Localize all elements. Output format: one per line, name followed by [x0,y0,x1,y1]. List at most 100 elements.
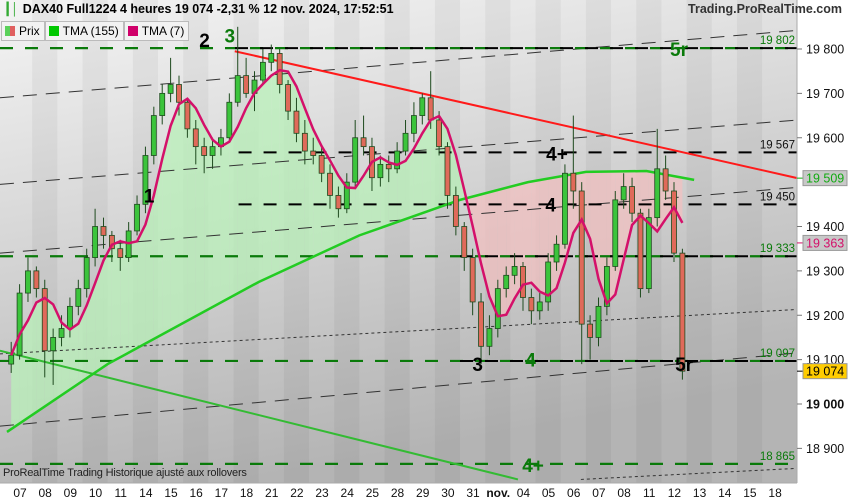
chart-header: ┃│ DAX40 Full1224 4 heures 19 074 -2,31 … [4,2,394,16]
bullish-fill [271,70,280,277]
price-tag-label: 19 363 [806,236,844,250]
candle-up [654,168,661,219]
bullish-fill [212,139,221,308]
x-tick-label: 31 [466,486,480,500]
tma7-line [10,68,684,356]
legend-label: TMA (155) [62,24,119,38]
candle-down [385,163,392,170]
candle-up [553,243,560,263]
candle-up [226,101,233,139]
level-label: 19 802 [760,35,795,47]
elliott-wave-label: 3 [224,27,235,48]
candle-up [645,217,652,290]
candle-down [243,75,250,94]
legend-label: Prix [19,24,40,38]
y-tick-label: 19 300 [806,264,844,278]
candle-up [8,354,15,365]
candle-down [108,234,115,250]
x-tick-label: 15 [164,486,178,500]
bullish-fill [254,84,263,285]
elliott-wave-label: 5r [670,40,689,61]
candle-up [411,115,417,134]
candle-down [679,252,686,372]
candle-up [402,132,409,152]
bullish-fill [220,141,230,303]
bullish-fill [178,98,188,326]
candle-up [545,261,552,303]
day-stripe [686,0,712,483]
bullish-fill [388,162,398,226]
bearish-fill [531,180,540,292]
candle-up [25,270,31,294]
channel-line [0,29,797,99]
level-label: 18 865 [760,451,795,463]
bullish-fill [204,124,213,312]
x-tick-label: 25 [366,486,380,500]
candle-up [159,92,166,116]
chart-title: DAX40 Full1224 4 heures 19 074 -2,31 % 1… [22,2,394,16]
bearish-fill [640,171,649,224]
price-tag-label: 19 509 [806,172,844,186]
date-axis[interactable] [0,483,850,500]
candle-up [167,84,174,94]
dotted-line [580,467,797,480]
x-tick-label: 17 [215,486,229,500]
bullish-fill [246,92,255,289]
candle-down [520,266,526,298]
legend-item-tma7[interactable]: TMA (7) [123,21,190,41]
candle-up [419,97,426,116]
candle-up [134,203,140,232]
candle-up [83,257,90,290]
tma155-swatch [48,26,59,36]
bearish-fill [522,181,532,285]
bullish-fill [78,305,87,384]
x-tick-label: 28 [391,486,405,500]
candle-down [578,190,585,325]
candle-up [394,150,401,170]
price-tag-label: 19 074 [806,365,844,379]
legend-label: TMA (7) [141,24,185,38]
candle-up [142,155,149,205]
x-tick-label: 04 [517,486,531,500]
elliott-wave-label: 4 [525,351,536,372]
x-tick-label: 21 [265,486,279,500]
x-tick-label: 30 [441,486,455,500]
bullish-fill [237,108,247,294]
bullish-fill [229,126,238,298]
bullish-fill [61,322,70,396]
channel-line [0,352,797,427]
candle-up [612,199,619,267]
candle-down [301,132,308,152]
legend-item-prix[interactable]: Prix [1,21,45,41]
candle-down [427,97,434,121]
elliott-wave-label: 4+ [522,456,544,477]
x-tick-label: 18 [240,486,254,500]
bullish-fill [413,133,423,217]
y-tick-label: 19 700 [806,87,844,101]
candle-up [67,305,73,329]
bullish-fill [145,195,154,344]
candle-down [184,101,191,130]
candle-up [494,288,501,329]
legend-item-tma155[interactable]: TMA (155) [44,21,124,41]
candle-up [486,328,493,347]
dotted-line [0,308,797,355]
bullish-fill [170,104,179,330]
x-tick-label: 08 [617,486,631,500]
y-tick-label: 19 800 [806,43,844,57]
candle-down [117,248,124,258]
x-tick-label: 10 [89,486,103,500]
candle-down [444,146,451,196]
bullish-fill [405,148,414,220]
bullish-fill [355,175,364,238]
x-tick-label: 16 [190,486,204,500]
price-tag-tma7 [802,234,848,251]
footer-note: ProRealTime Trading Historique ajusté au… [3,467,247,479]
bearish-fill [506,185,515,315]
elliott-wave-label: 5r [675,355,694,376]
elliott-wave-label: 1 [144,186,155,207]
candle-down [528,297,535,312]
x-tick-label: 14 [139,486,153,500]
candle-up [268,53,275,63]
